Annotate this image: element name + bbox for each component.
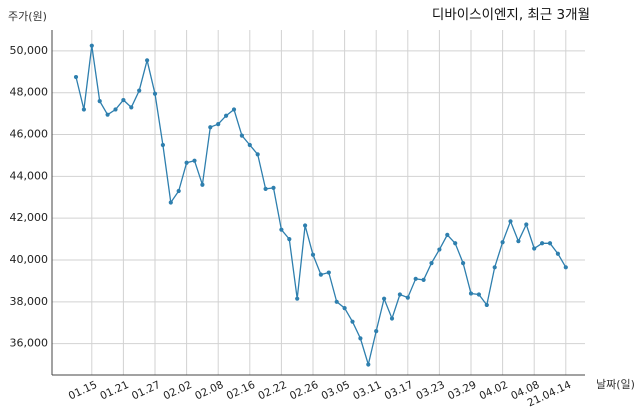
y-tick-label: 44,000 [10, 169, 49, 182]
data-point [382, 296, 387, 301]
data-point [231, 107, 237, 112]
data-point [208, 125, 213, 130]
y-axis-label: 주가(원) [8, 10, 47, 23]
data-point [437, 247, 442, 252]
data-point [413, 276, 418, 281]
data-point [184, 160, 189, 165]
x-tick-label: 03.17 [383, 379, 415, 403]
data-point [318, 272, 323, 277]
x-tick-label: 02.16 [225, 379, 258, 403]
data-point [563, 265, 568, 270]
x-tick-label: 01.27 [130, 379, 162, 403]
data-point [303, 223, 308, 228]
data-point [492, 265, 497, 270]
data-point [121, 97, 126, 103]
data-point [476, 292, 481, 297]
data-point [216, 121, 221, 127]
data-point [405, 295, 410, 300]
data-point [295, 296, 300, 301]
series-line [75, 45, 567, 367]
data-point [429, 261, 434, 266]
data-point [310, 252, 316, 257]
data-point [137, 88, 142, 93]
data-point [192, 158, 197, 163]
data-point [255, 152, 260, 157]
x-tick-label: 03.29 [446, 379, 478, 403]
data-point [445, 232, 450, 238]
data-point [113, 107, 118, 112]
data-point [468, 291, 474, 296]
data-point [326, 270, 331, 275]
data-point [334, 299, 339, 304]
data-point [279, 227, 284, 232]
data-point [555, 251, 561, 256]
y-tick-label: 50,000 [10, 44, 49, 57]
data-point [176, 188, 181, 194]
x-tick-label: 04.02 [478, 379, 510, 403]
x-tick-labels: 01.15 01.21 01.27 02.02 02.08 02.16 02.22 02.26… [67, 379, 574, 410]
x-tick-label: 02.22 [256, 379, 288, 403]
x-tick-label: 01.15 [67, 379, 99, 403]
y-tick-label: 40,000 [10, 253, 49, 266]
x-tick-label: 03.05 [320, 379, 352, 403]
data-point [532, 246, 537, 251]
data-point [105, 112, 110, 117]
chart-title: 디바이스이엔지, 최근 3개월 [432, 7, 590, 23]
y-tick-label: 46,000 [10, 128, 49, 141]
data-point [508, 219, 513, 224]
data-point [271, 185, 276, 190]
data-point [366, 362, 371, 367]
data-point [200, 182, 205, 187]
x-axis-label: 날짜(일) [596, 377, 635, 391]
data-point [547, 241, 553, 246]
data-point [224, 113, 229, 118]
data-point [500, 240, 505, 245]
y-tick-label: 42,000 [10, 211, 49, 224]
x-tick-label: 02.02 [162, 379, 194, 403]
data-point [342, 305, 347, 311]
data-point [484, 302, 489, 308]
data-point [239, 133, 244, 138]
data-point [263, 186, 268, 192]
data-points [73, 43, 568, 367]
data-point [374, 328, 379, 334]
data-point [81, 107, 86, 112]
data-point [453, 241, 458, 246]
x-tick-label: 03.11 [351, 379, 383, 403]
y-tick-label: 48,000 [10, 86, 49, 99]
x-tick-label: 02.08 [193, 379, 225, 403]
data-point [145, 58, 150, 63]
data-point [73, 74, 79, 80]
data-point [397, 292, 402, 297]
y-tick-labels: 36,000 38,000 40,000 42,000 44,000 46,000 48,0… [10, 44, 49, 350]
data-point [160, 142, 165, 148]
data-point [97, 98, 102, 104]
x-tick-label: 03.23 [414, 379, 446, 403]
data-point [168, 200, 173, 205]
data-point [129, 105, 134, 110]
x-tick-label: 02.26 [288, 379, 321, 403]
grid-layer [52, 30, 585, 375]
data-point [358, 336, 363, 341]
data-point [524, 222, 529, 227]
x-tick-label: 01.21 [98, 379, 130, 403]
data-point [89, 43, 94, 48]
data-point [247, 142, 252, 148]
data-point [389, 316, 395, 321]
data-point [152, 91, 158, 96]
axis-layer [51, 30, 585, 376]
y-tick-label: 36,000 [10, 337, 49, 350]
data-point [516, 239, 521, 244]
data-point [540, 241, 545, 246]
data-point [421, 277, 426, 282]
y-tick-label: 38,000 [10, 295, 49, 308]
data-point [287, 236, 292, 242]
data-point [461, 261, 466, 266]
data-point [350, 319, 355, 324]
